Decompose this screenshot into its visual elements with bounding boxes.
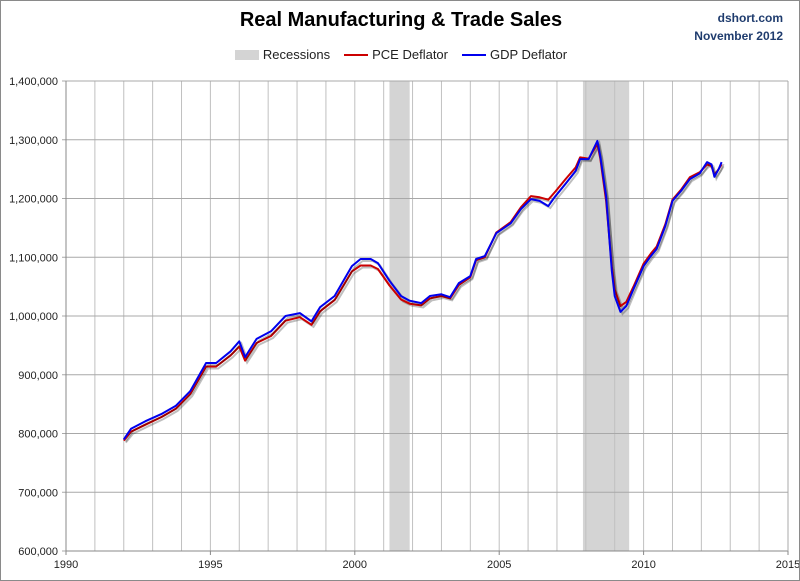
gdp-swatch <box>462 53 486 56</box>
legend: Recessions PCE Deflator GDP Deflator <box>1 47 799 62</box>
y-tick-label: 900,000 <box>18 370 58 382</box>
chart-title: Real Manufacturing & Trade Sales <box>239 9 563 31</box>
date-label: November 2012 <box>694 29 783 43</box>
y-tick-label: 1,000,000 <box>9 311 58 323</box>
y-tick-label: 1,200,000 <box>9 194 58 206</box>
y-tick-label: 1,300,000 <box>9 135 58 147</box>
legend-gdp: GDP Deflator <box>462 47 567 62</box>
legend-label: GDP Deflator <box>490 47 568 62</box>
y-tick-label: 800,000 <box>18 429 58 441</box>
series-shadow <box>124 139 725 442</box>
pce-swatch <box>344 53 369 56</box>
y-tick-label: 1,100,000 <box>9 252 58 264</box>
source-label: dshort.com <box>717 11 783 25</box>
recession-swatch <box>234 49 259 60</box>
x-tick-label: 2015 <box>776 559 800 571</box>
x-tick-label: 2005 <box>487 559 511 571</box>
y-tick-label: 700,000 <box>18 487 58 499</box>
x-tick-label: 2010 <box>631 559 655 571</box>
x-tick-label: 2000 <box>343 559 367 571</box>
legend-label: PCE Deflator <box>372 47 448 62</box>
x-tick-label: 1995 <box>198 559 222 571</box>
legend-pce: PCE Deflator <box>344 47 448 62</box>
y-tick-label: 600,000 <box>18 546 58 558</box>
pce-deflator-line <box>123 142 723 442</box>
series-shadow <box>125 143 725 444</box>
gdp-deflator-line <box>122 139 723 440</box>
legend-label: Recessions <box>262 47 331 62</box>
legend-recessions: Recessions <box>234 47 331 62</box>
x-tick-label: 1990 <box>54 559 78 571</box>
y-tick-label: 1,400,000 <box>9 76 58 88</box>
